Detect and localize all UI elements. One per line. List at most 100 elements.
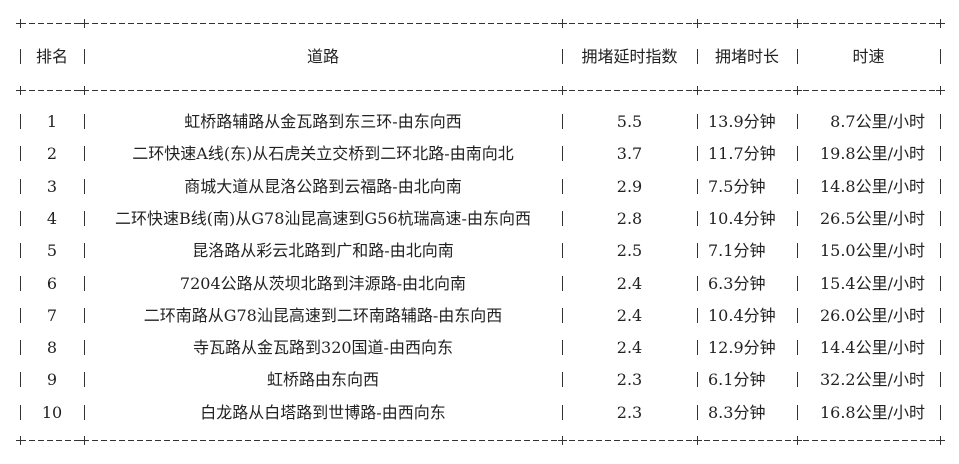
column-separator	[697, 210, 698, 226]
column-separator	[797, 243, 798, 259]
index-cell: 5.5	[616, 112, 643, 131]
column-separator	[20, 372, 21, 388]
table-divider	[20, 23, 941, 24]
corner-plus	[558, 86, 567, 95]
corner-plus	[80, 19, 89, 28]
duration-cell: 6.1分钟	[708, 370, 766, 390]
column-separator	[84, 146, 85, 162]
column-separator	[84, 404, 85, 420]
speed-cell: 14.4公里/小时	[819, 338, 925, 358]
speed-cell: 15.4公里/小时	[819, 273, 925, 293]
column-separator	[84, 307, 85, 323]
column-separator	[940, 243, 941, 259]
table-row: 9 虹桥路由东向西 2.3 6.1分钟 32.2公里/小时	[0, 369, 959, 391]
corner-plus	[16, 86, 25, 95]
rank-cell: 6	[46, 273, 58, 293]
column-separator	[940, 307, 941, 323]
column-separator	[697, 307, 698, 323]
index-cell: 2.4	[616, 273, 643, 293]
column-separator	[797, 307, 798, 323]
column-separator	[797, 404, 798, 420]
column-separator	[20, 210, 21, 226]
column-separator	[562, 49, 563, 64]
rank-cell: 7	[46, 305, 58, 325]
column-separator	[562, 210, 563, 226]
column-separator	[562, 178, 563, 194]
rank-cell: 8	[46, 338, 58, 358]
index-cell: 2.4	[616, 305, 643, 325]
duration-cell: 7.1分钟	[708, 241, 766, 261]
table-divider	[20, 440, 941, 441]
speed-header-cell: 时速	[852, 47, 885, 66]
road-cell: 商城大道从昆洛公路到云福路-由北向南	[184, 176, 462, 196]
column-separator	[20, 243, 21, 259]
column-separator	[797, 146, 798, 162]
duration-cell: 10.4分钟	[708, 305, 776, 325]
speed-cell: 15.0公里/小时	[819, 241, 925, 261]
road-cell: 虹桥路辅路从金瓦路到东三环-由东向西	[184, 112, 462, 131]
rank-cell: 4	[46, 208, 58, 228]
corner-plus	[16, 19, 25, 28]
rank-cell: 5	[46, 241, 58, 261]
table-row: 4 二环快速B线(南)从G78汕昆高速到G56杭瑞高速-由东向西 2.8 10.4分钟…	[0, 208, 959, 230]
corner-plus	[693, 436, 702, 445]
column-separator	[20, 404, 21, 420]
column-separator	[697, 275, 698, 291]
road-cell: 二环快速B线(南)从G78汕昆高速到G56杭瑞高速-由东向西	[115, 208, 531, 228]
table-row: 10 白龙路从白塔路到世博路-由西向东 2.3 8.3分钟 16.8公里/小时	[0, 402, 959, 424]
column-separator	[562, 404, 563, 420]
corner-plus	[558, 436, 567, 445]
column-separator	[940, 340, 941, 356]
duration-cell: 10.4分钟	[708, 208, 776, 228]
corner-plus	[693, 19, 702, 28]
table-row: 6 7204公路从茨坝北路到沣源路-由北向南 2.4 6.3分钟 15.4公里/小时	[0, 273, 959, 295]
column-separator	[797, 210, 798, 226]
column-separator	[697, 404, 698, 420]
index-cell: 2.9	[616, 176, 643, 196]
column-separator	[697, 146, 698, 162]
column-separator	[20, 114, 21, 129]
road-cell: 寺瓦路从金瓦路到320国道-由西向东	[193, 338, 453, 358]
corner-plus	[558, 19, 567, 28]
index-cell: 3.7	[616, 144, 643, 164]
rank-header-cell: 排名	[35, 47, 68, 66]
table-row: 5 昆洛路从彩云北路到广和路-由北向南 2.5 7.1分钟 15.0公里/小时	[0, 240, 959, 262]
column-separator	[697, 340, 698, 356]
corner-plus	[793, 436, 802, 445]
road-cell: 二环南路从G78汕昆高速到二环南路辅路-由东向西	[143, 305, 503, 325]
corner-plus	[693, 86, 702, 95]
corner-plus	[80, 86, 89, 95]
column-separator	[940, 178, 941, 194]
index-cell: 2.5	[616, 241, 643, 261]
column-separator	[84, 275, 85, 291]
column-separator	[562, 275, 563, 291]
rank-cell: 3	[46, 176, 58, 196]
column-separator	[697, 49, 698, 64]
corner-plus	[793, 19, 802, 28]
index-cell: 2.3	[616, 402, 643, 422]
column-separator	[940, 49, 941, 64]
column-separator	[20, 178, 21, 194]
rank-cell: 1	[46, 112, 58, 131]
column-separator	[84, 210, 85, 226]
road-cell: 7204公路从茨坝北路到沣源路-由北向南	[179, 273, 467, 293]
corner-plus	[80, 436, 89, 445]
column-separator	[797, 178, 798, 194]
duration-cell: 11.7分钟	[708, 144, 776, 164]
index-cell: 2.3	[616, 370, 643, 390]
table-row: 7 二环南路从G78汕昆高速到二环南路辅路-由东向西 2.4 10.4分钟 26.0公里…	[0, 305, 959, 327]
index-cell: 2.8	[616, 208, 643, 228]
column-separator	[20, 49, 21, 64]
column-separator	[940, 210, 941, 226]
column-separator	[697, 372, 698, 388]
column-separator	[84, 243, 85, 259]
speed-cell: 8.7公里/小时	[830, 112, 925, 131]
speed-cell: 32.2公里/小时	[819, 370, 925, 390]
column-separator	[797, 372, 798, 388]
header-row: 排名 道路 拥堵延时指数 拥堵时长 时速	[0, 46, 959, 68]
table-row: 1 虹桥路辅路从金瓦路到东三环-由东向西 5.5 13.9分钟 8.7公里/小时	[0, 111, 959, 133]
column-separator	[84, 178, 85, 194]
column-separator	[562, 243, 563, 259]
table-row: 3 商城大道从昆洛公路到云福路-由北向南 2.9 7.5分钟 14.8公里/小时	[0, 176, 959, 198]
speed-cell: 19.8公里/小时	[819, 144, 925, 164]
